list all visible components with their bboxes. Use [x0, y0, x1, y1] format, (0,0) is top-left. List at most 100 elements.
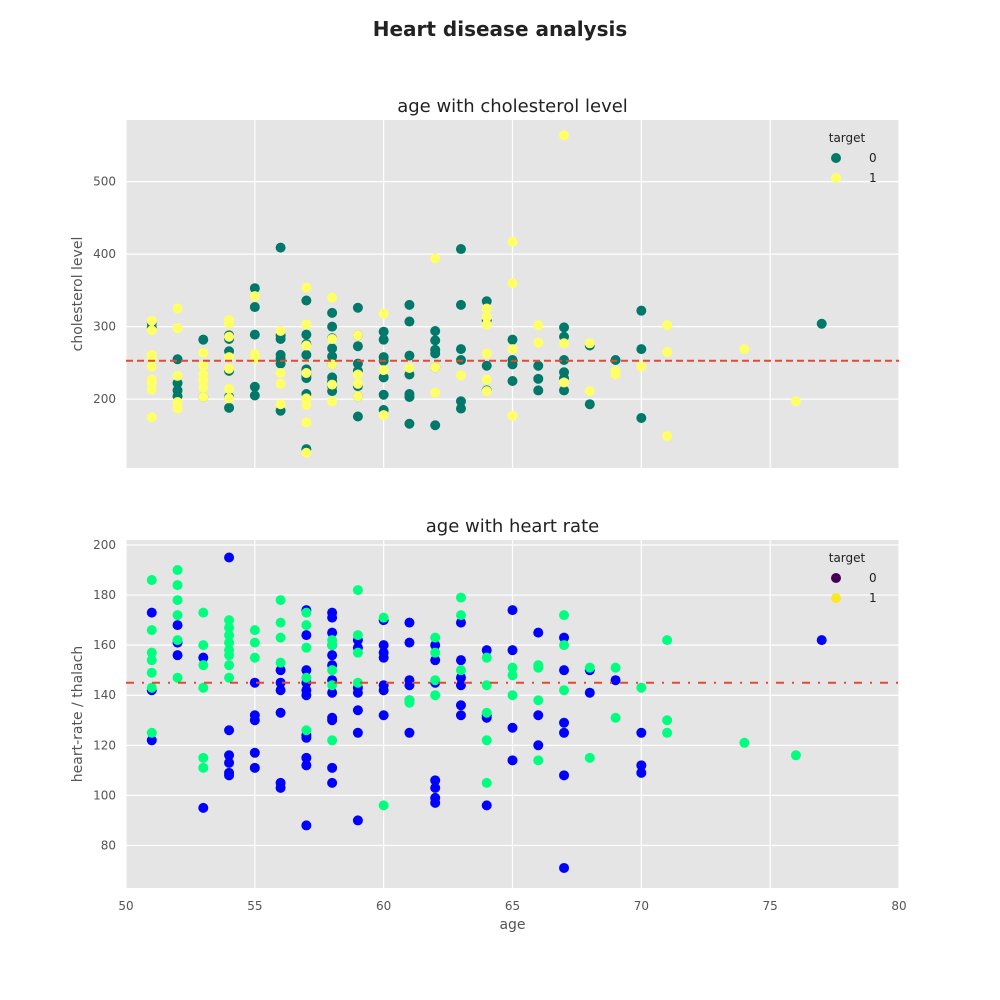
data-point — [198, 334, 209, 345]
data-point — [301, 447, 312, 458]
data-point — [378, 640, 389, 651]
data-point — [172, 370, 183, 381]
data-point — [559, 665, 570, 676]
data-point — [533, 740, 544, 751]
data-point — [146, 315, 157, 326]
data-point — [224, 622, 235, 633]
data-point — [327, 665, 338, 676]
data-point — [455, 299, 466, 310]
data-point — [249, 390, 260, 401]
data-point — [378, 652, 389, 663]
data-point — [172, 323, 183, 334]
data-point — [610, 662, 621, 673]
data-point — [378, 389, 389, 400]
data-point — [739, 344, 750, 355]
data-point — [224, 363, 235, 374]
data-point — [172, 580, 183, 591]
data-point — [224, 318, 235, 329]
data-point — [559, 862, 570, 873]
data-point — [790, 750, 801, 761]
data-point — [327, 333, 338, 344]
data-point — [507, 662, 518, 673]
data-point — [301, 642, 312, 653]
data-point — [146, 625, 157, 636]
data-point — [275, 325, 286, 336]
data-point — [430, 348, 441, 359]
data-point — [584, 687, 595, 698]
y-tick-label: 160 — [93, 638, 116, 652]
data-point — [224, 650, 235, 661]
data-point — [610, 369, 621, 380]
data-point — [430, 797, 441, 808]
y-tick-label: 200 — [93, 392, 116, 406]
data-point — [224, 630, 235, 641]
y-axis-label: heart-rate / thalach — [70, 646, 86, 782]
data-point — [198, 360, 209, 371]
data-point — [507, 278, 518, 289]
data-point — [404, 617, 415, 628]
data-point — [198, 802, 209, 813]
data-point — [327, 351, 338, 362]
data-point — [430, 640, 441, 651]
data-point — [507, 359, 518, 370]
series-1-points — [146, 130, 801, 458]
y-tick-label: 200 — [93, 538, 116, 552]
data-point — [378, 710, 389, 721]
data-point — [559, 130, 570, 141]
data-point — [172, 635, 183, 646]
data-point — [636, 361, 647, 372]
data-point — [275, 782, 286, 793]
data-point — [636, 682, 647, 693]
data-point — [327, 292, 338, 303]
data-point — [327, 612, 338, 623]
data-point — [455, 370, 466, 381]
data-point — [301, 672, 312, 683]
data-point — [327, 650, 338, 661]
data-point — [662, 635, 673, 646]
data-point — [481, 360, 492, 371]
data-point — [327, 735, 338, 746]
axes-title: age with heart rate — [426, 516, 599, 537]
data-point — [301, 752, 312, 763]
data-point — [249, 283, 260, 294]
x-tick-label: 55 — [247, 899, 262, 913]
legend-marker — [831, 153, 841, 163]
data-point — [146, 682, 157, 693]
data-point — [455, 617, 466, 628]
data-point — [301, 820, 312, 831]
data-point — [352, 687, 363, 698]
y-axis-label: cholesterol level — [70, 237, 86, 352]
data-point — [224, 615, 235, 626]
y-tick-label: 140 — [93, 688, 116, 702]
data-point — [559, 632, 570, 643]
data-point — [146, 384, 157, 395]
data-point — [662, 431, 673, 442]
data-point — [455, 610, 466, 621]
data-point — [301, 760, 312, 771]
data-point — [533, 385, 544, 396]
data-point — [481, 707, 492, 718]
data-point — [404, 418, 415, 429]
data-point — [430, 632, 441, 643]
data-point — [352, 302, 363, 313]
data-point — [249, 762, 260, 773]
y-tick-label: 100 — [93, 788, 116, 802]
data-point — [172, 385, 183, 396]
data-point — [662, 715, 673, 726]
data-point — [301, 620, 312, 631]
data-point — [404, 680, 415, 691]
data-point — [198, 391, 209, 402]
data-point — [327, 687, 338, 698]
data-point — [327, 359, 338, 370]
data-point — [404, 299, 415, 310]
data-point — [533, 337, 544, 348]
data-point — [430, 362, 441, 373]
legend-title: target — [829, 551, 866, 565]
data-point — [198, 660, 209, 671]
data-point — [172, 378, 183, 389]
data-point — [559, 385, 570, 396]
data-point — [610, 712, 621, 723]
data-point — [172, 650, 183, 661]
data-point — [481, 680, 492, 691]
